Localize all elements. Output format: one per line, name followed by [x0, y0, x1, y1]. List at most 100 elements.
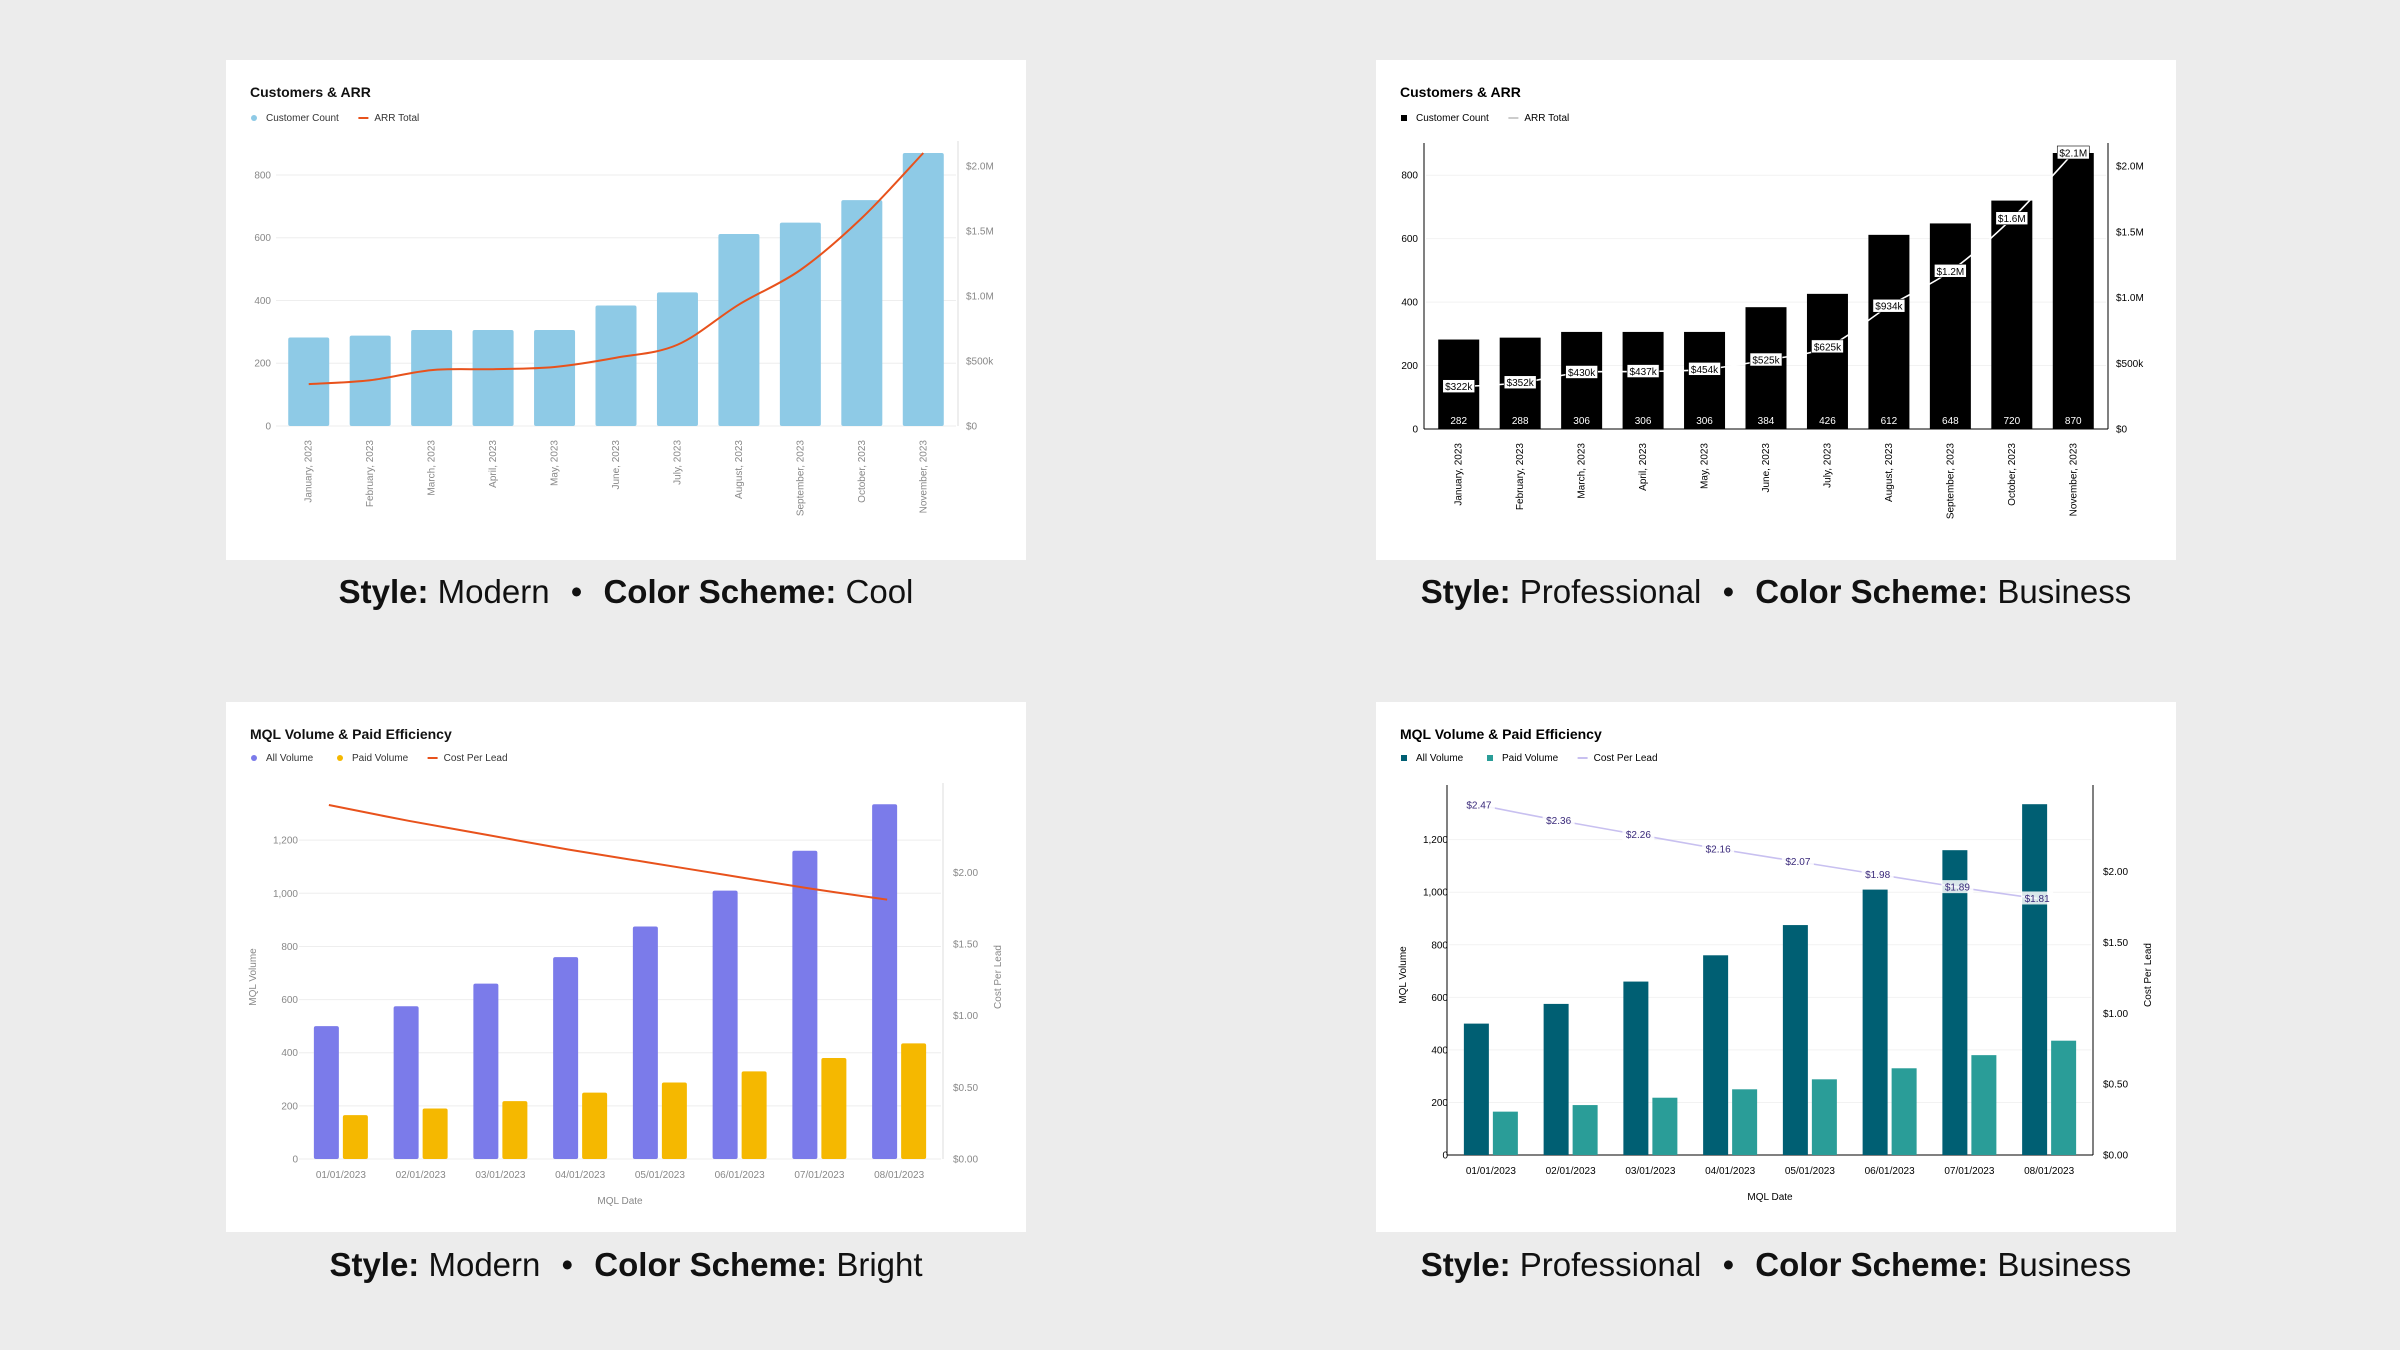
legend-bar-marker [251, 755, 257, 761]
caption-scheme-label: Color Scheme: [1755, 1246, 1989, 1283]
line-value-label: $2.36 [1546, 816, 1571, 827]
x-tick-label: 01/01/2023 [1466, 1166, 1516, 1177]
bar-all-volume [792, 850, 818, 1159]
y-right-tick-label: $500k [2116, 359, 2144, 370]
caption-style-label: Style: [329, 1246, 420, 1283]
x-tick-label: 07/01/2023 [1944, 1166, 1994, 1177]
line-value-label: $2.26 [1626, 830, 1651, 841]
x-tick-label: 03/01/2023 [1625, 1166, 1675, 1177]
x-tick-label: 04/01/2023 [555, 1170, 605, 1181]
y-right-tick-label: $0.50 [2103, 1080, 2128, 1091]
x-tick-label: 07/01/2023 [794, 1170, 844, 1181]
y-right-tick-label: $1.00 [953, 1011, 978, 1022]
legend-label: All Volume [1416, 753, 1464, 764]
y-left-tick-label: 0 [1412, 425, 1418, 436]
y-left-tick-label: 600 [1401, 234, 1418, 245]
caption-2: Style: Professional • Color Scheme: Busi… [1376, 573, 2176, 611]
y-left-tick-label: 1,200 [1423, 835, 1448, 846]
caption-scheme: Bright [836, 1246, 923, 1283]
line-label-box [2056, 145, 2090, 160]
legend-label: All Volume [266, 753, 314, 764]
bar-all-volume [553, 957, 579, 1159]
y-left-tick-label: 400 [281, 1048, 298, 1059]
y-right-tick-label: $1.50 [2103, 938, 2128, 949]
y-right-tick-label: $2.00 [953, 868, 978, 879]
chart-title: Customers & ARR [250, 84, 371, 100]
bar-value-label: 306 [1573, 416, 1590, 427]
x-tick-label: September, 2023 [1945, 443, 1956, 520]
caption-scheme-label: Color Scheme: [1755, 573, 1989, 610]
line-label-box [2021, 891, 2054, 905]
line-value-label: $1.2M [1936, 267, 1964, 278]
bar-paid-volume [1492, 1111, 1518, 1155]
line-value-label: $934k [1875, 302, 1903, 313]
legend-label: ARR Total [1524, 113, 1569, 124]
caption-style: Professional [1519, 573, 1702, 610]
chart-panel-1: Customers & ARR Customer Count ARR Total 0 2… [226, 60, 1026, 560]
x-tick-label: 04/01/2023 [1705, 1166, 1755, 1177]
y-right-tick-label: $1.0M [966, 292, 994, 303]
caption-style-label: Style: [338, 573, 429, 610]
legend-bar-marker [337, 755, 343, 761]
caption-scheme: Business [1997, 573, 2132, 610]
legend-label: Customer Count [1416, 113, 1489, 124]
bar [411, 329, 453, 426]
y-left-tick-label: 400 [1431, 1045, 1448, 1056]
line-value-label: $2.16 [1706, 844, 1731, 855]
line-label-box [1934, 263, 1967, 278]
y-left-tick-label: 1,000 [273, 889, 298, 900]
line-value-label: $2.47 [1466, 800, 1491, 811]
line-value-label: $1.6M [1998, 214, 2026, 225]
bar-paid-volume [342, 1115, 368, 1159]
line-label-box [1462, 797, 1495, 811]
y-right-axis-title: Cost Per Lead [2143, 943, 2154, 1007]
bar-value-label: 282 [1450, 416, 1467, 427]
bar [1929, 223, 1971, 429]
bar [1991, 200, 2033, 429]
bar-value-label: 720 [2003, 416, 2020, 427]
caption-4: Style: Professional • Color Scheme: Busi… [1376, 1246, 2176, 1284]
bar-paid-volume [2051, 1040, 2077, 1155]
x-tick-label: 08/01/2023 [874, 1170, 924, 1181]
x-tick-label: February, 2023 [365, 440, 376, 508]
line-value-label: $437k [1629, 367, 1657, 378]
bar-paid-volume [502, 1101, 528, 1159]
bar-all-volume [1703, 955, 1729, 1155]
caption-style: Professional [1519, 1246, 1702, 1283]
line-value-label: $322k [1445, 382, 1473, 393]
line-label-box [1861, 867, 1894, 881]
legend-label: ARR Total [374, 113, 419, 124]
y-right-tick-label: $0 [2116, 425, 2128, 436]
chart-title: Customers & ARR [1400, 84, 1521, 100]
legend-label: Cost Per Lead [444, 753, 508, 764]
y-left-tick-label: 1,200 [273, 836, 298, 847]
x-tick-label: June, 2023 [611, 440, 622, 490]
bar-all-volume [712, 890, 738, 1159]
bar-all-volume [313, 1026, 339, 1159]
line-label-box [1781, 854, 1814, 868]
bar-paid-volume [741, 1071, 767, 1159]
line-label-box [1626, 364, 1660, 378]
bar-paid-volume [661, 1082, 687, 1159]
line-value-label: $454k [1691, 365, 1719, 376]
x-tick-label: May, 2023 [1700, 443, 1711, 489]
bar [902, 153, 944, 426]
bar-all-volume [632, 926, 658, 1159]
x-tick-label: January, 2023 [304, 440, 315, 503]
bar [718, 233, 760, 426]
y-left-tick-label: 400 [1401, 298, 1418, 309]
x-axis-title: MQL Date [1747, 1192, 1793, 1203]
line-value-label: $2.07 [1785, 857, 1810, 868]
y-right-tick-label: $1.50 [953, 940, 978, 951]
y-right-tick-label: $2.0M [966, 162, 994, 173]
x-tick-label: 01/01/2023 [316, 1170, 366, 1181]
bar [595, 305, 637, 426]
legend-bar-marker [1401, 755, 1407, 761]
x-tick-label: July, 2023 [672, 440, 683, 485]
chart-panel-4: MQL Volume & Paid Efficiency All Volume Pa… [1376, 702, 2176, 1232]
y-right-tick-label: $1.0M [2116, 293, 2144, 304]
bar [472, 329, 514, 426]
x-tick-label: November, 2023 [2068, 443, 2079, 517]
line-label-box [1442, 379, 1476, 393]
y-left-axis-title: MQL Volume [248, 948, 259, 1006]
